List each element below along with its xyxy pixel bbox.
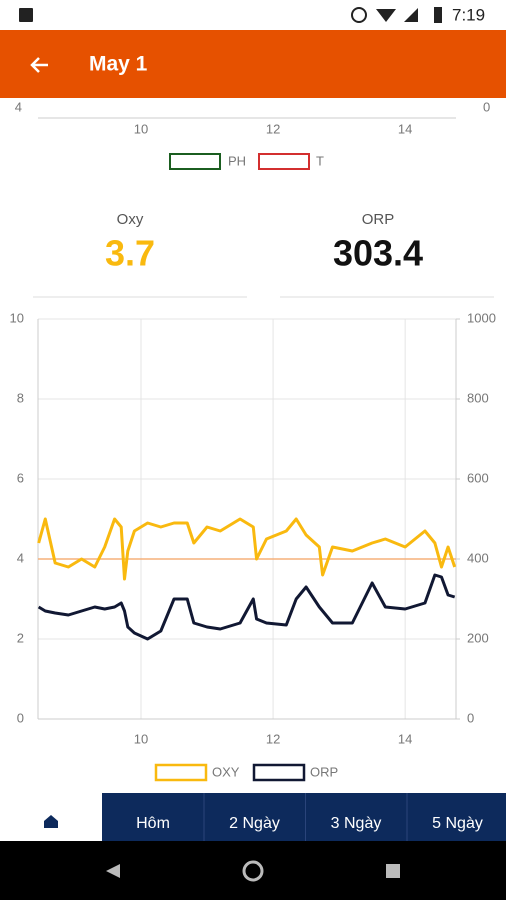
stat-label: ORP: [362, 211, 395, 228]
nav-home[interactable]: [242, 860, 264, 882]
y2-tick-label: 0: [483, 99, 490, 114]
y-tick-label: 4: [17, 550, 24, 565]
y2-tick-label: 200: [467, 630, 489, 645]
legend-label: OXY: [212, 764, 240, 779]
wifi-icon: [376, 9, 396, 22]
stat-value: 303.4: [333, 233, 423, 274]
battery-icon: [434, 7, 442, 23]
legend-label: T: [316, 153, 324, 168]
clock: 7:19: [452, 5, 485, 24]
stat-label: Oxy: [117, 211, 144, 228]
y2-tick-label: 600: [467, 470, 489, 485]
x-tick-label: 14: [398, 731, 412, 746]
x-tick-label: 12: [266, 731, 280, 746]
nav-recents[interactable]: [386, 864, 400, 878]
alarm-icon: [351, 7, 367, 23]
x-tick-label: 10: [134, 121, 148, 136]
series-line: [37, 517, 457, 581]
y-tick-label: 4: [15, 99, 22, 114]
series-line: [37, 573, 456, 641]
y-tick-label: 8: [17, 390, 24, 405]
x-tick-label: 10: [134, 731, 148, 746]
y2-tick-label: 800: [467, 390, 489, 405]
y-tick-label: 0: [17, 710, 24, 725]
legend-label: PH: [228, 153, 246, 168]
legend-swatch: [154, 763, 208, 782]
legend-swatch: [169, 153, 221, 170]
y2-tick-label: 0: [467, 710, 474, 725]
back-button[interactable]: [30, 57, 48, 73]
stat-value: 3.7: [105, 233, 155, 274]
y-tick-label: 2: [17, 630, 24, 645]
legend-label: ORP: [310, 764, 338, 779]
x-tick-label: 14: [398, 121, 412, 136]
signal-icon: [404, 8, 418, 22]
y-tick-label: 6: [17, 470, 24, 485]
nav-tab[interactable]: Hôm: [136, 815, 170, 832]
home-icon: [44, 815, 58, 828]
app-bar: [0, 30, 506, 98]
system-nav: [0, 841, 506, 900]
legend-swatch: [258, 153, 310, 170]
nav-back[interactable]: [106, 864, 120, 878]
x-tick-label: 12: [266, 121, 280, 136]
y2-tick-label: 400: [467, 550, 489, 565]
nav-tab[interactable]: 3 Ngày: [331, 815, 382, 832]
notification-icon: [19, 8, 33, 22]
nav-tab[interactable]: 2 Ngày: [229, 815, 280, 832]
y2-tick-label: 1000: [467, 310, 496, 325]
legend-swatch: [252, 763, 306, 782]
nav-tab[interactable]: 5 Ngày: [432, 815, 483, 832]
app-title: May 1: [89, 53, 148, 76]
status-bar: [0, 0, 506, 30]
y-tick-label: 10: [10, 310, 24, 325]
